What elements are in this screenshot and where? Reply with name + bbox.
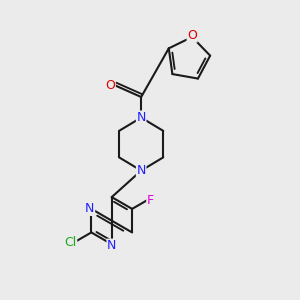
- Text: Cl: Cl: [64, 236, 77, 249]
- Text: N: N: [136, 164, 146, 177]
- Text: O: O: [187, 29, 197, 42]
- Text: F: F: [147, 194, 154, 207]
- Text: O: O: [105, 79, 115, 92]
- Text: N: N: [136, 111, 146, 124]
- Text: N: N: [85, 202, 94, 215]
- Text: N: N: [107, 239, 116, 252]
